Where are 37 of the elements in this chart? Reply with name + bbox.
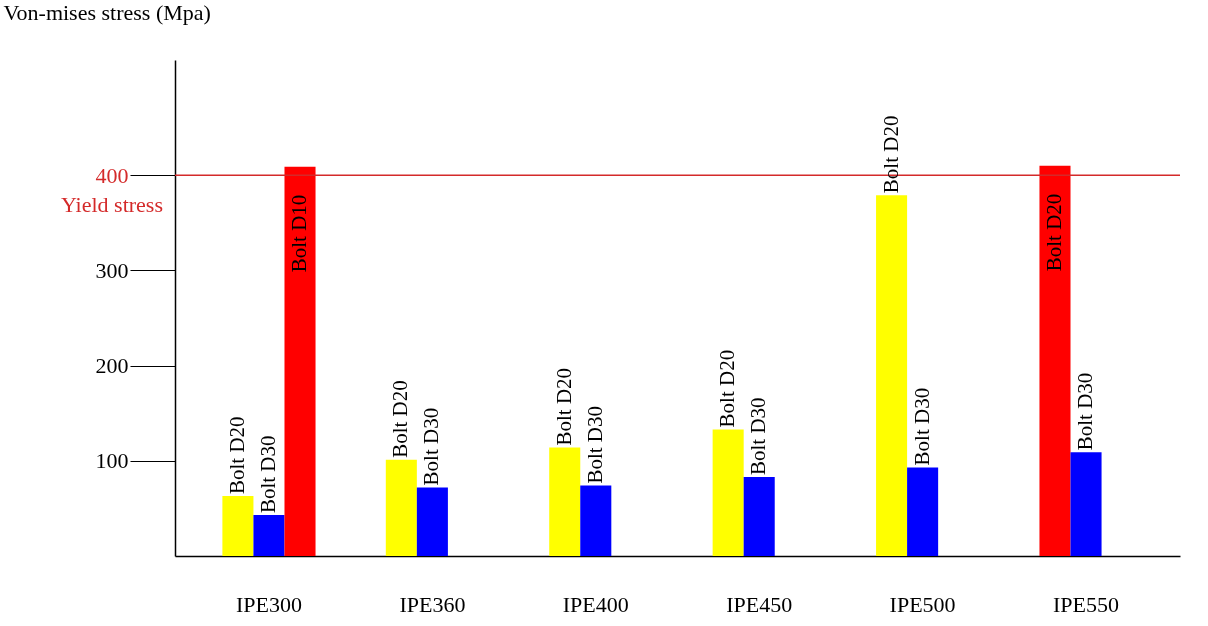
bar: [416, 487, 448, 556]
y-tick-label: 200: [95, 353, 129, 379]
data-label: Bolt D10: [287, 194, 312, 273]
bar: [876, 195, 908, 556]
data-label: Bolt D30: [255, 435, 280, 514]
bar: [549, 447, 581, 556]
bar: [284, 166, 316, 556]
bar: [1070, 452, 1102, 556]
data-label: Bolt D20: [224, 416, 249, 495]
bar: [253, 515, 285, 556]
bar: [222, 496, 254, 556]
data-label: Bolt D30: [1073, 372, 1098, 451]
y-tick-label: 300: [95, 257, 129, 283]
data-label: Bolt D20: [388, 380, 413, 458]
x-tick-label: IPE300: [235, 591, 302, 617]
ref-line-label: Yield stress: [60, 192, 163, 218]
bar: [385, 459, 417, 556]
bar: [907, 467, 939, 556]
y-tick-label: 100: [95, 448, 129, 474]
data-label: Bolt D30: [909, 387, 934, 466]
bar: [712, 429, 744, 556]
data-label: Bolt D20: [878, 115, 903, 194]
x-tick-label: IPE550: [1053, 591, 1120, 617]
y-tick-label: 400: [95, 162, 129, 188]
data-label: Bolt D20: [1041, 193, 1066, 272]
data-label: Bolt D30: [746, 397, 771, 475]
bar: [580, 485, 612, 556]
x-tick-label: IPE450: [726, 591, 793, 617]
data-label: Bolt D20: [715, 349, 740, 428]
data-label: Bolt D20: [551, 367, 576, 446]
data-label: Bolt D30: [419, 407, 444, 486]
x-tick-label: IPE360: [399, 591, 466, 617]
x-tick-label: IPE500: [889, 591, 956, 617]
x-tick-label: IPE400: [562, 591, 629, 617]
y-axis-title: Von-mises stress (Mpa): [3, 0, 211, 25]
bar: [743, 476, 775, 556]
data-label: Bolt D30: [582, 405, 607, 484]
